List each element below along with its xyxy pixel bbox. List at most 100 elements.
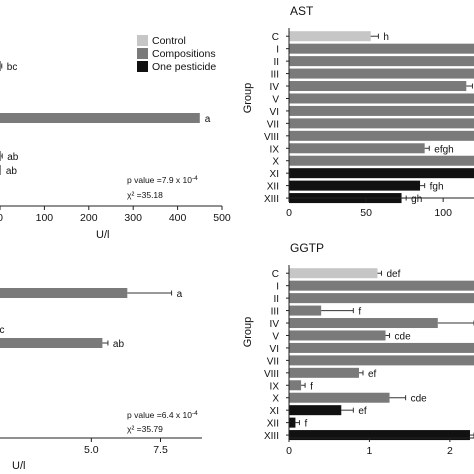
y-axis-label: Group (242, 317, 254, 348)
significance-letter: h (383, 32, 389, 43)
bar (289, 268, 378, 279)
significance-letter: efgh (434, 144, 453, 155)
legend: Control Compositions One pesticide (137, 35, 216, 73)
category-label: III (271, 307, 279, 318)
bar (289, 330, 386, 341)
bar (289, 380, 302, 391)
panel-br: defCIIIfIIIIVcdeVVIVIIefVIIIfIXcdeXefXIf… (242, 241, 474, 457)
bar (289, 280, 474, 291)
bar (289, 81, 467, 92)
panel-bl: defabcabcabefccdecd5.07.5U/lp value =6.4… (0, 288, 202, 472)
x-tick-label: 100 (36, 212, 54, 224)
category-label: II (273, 294, 279, 305)
bar (0, 165, 1, 175)
significance-letter: cde (395, 331, 412, 342)
significance-letter: ef (358, 406, 367, 417)
category-label: VI (270, 344, 279, 355)
bar (0, 338, 103, 348)
pvalue-exponent: -4 (192, 175, 198, 182)
category-label: III (271, 70, 279, 81)
bar (289, 342, 474, 353)
category-label: XIII (264, 431, 279, 442)
chi-square-annotation: χ² =35.79 (127, 424, 163, 434)
significance-letter: ab (7, 152, 19, 163)
legend-swatch-pesticide (137, 61, 148, 72)
x-tick-label: 200 (80, 212, 98, 224)
category-label: I (276, 45, 279, 56)
category-label: X (272, 394, 279, 405)
legend-label-pesticide: One pesticide (152, 61, 216, 73)
y-axis-label: Group (242, 83, 254, 114)
category-label: VIII (264, 369, 279, 380)
x-tick-label: 0 (286, 207, 292, 219)
chart-panels: bcaabab0100200300400500U/lp value =7.9 x… (0, 4, 474, 472)
bar (289, 318, 438, 329)
category-label: VII (267, 119, 279, 130)
category-label: IV (270, 82, 280, 93)
panel-title: AST (290, 4, 314, 18)
bar (289, 93, 474, 104)
bar (289, 68, 474, 79)
bar (289, 31, 371, 42)
significance-letter: def (387, 269, 401, 280)
category-label: I (276, 282, 279, 293)
bar (289, 105, 474, 116)
category-label: XIII (264, 194, 279, 205)
x-tick-label: 1 (367, 445, 373, 457)
bar (289, 56, 474, 67)
x-axis-label: U/l (96, 229, 109, 241)
bar (0, 288, 128, 298)
bar (0, 61, 1, 71)
bar (0, 151, 1, 161)
significance-letter: abc (0, 325, 5, 336)
x-tick-label: 0 (0, 212, 3, 224)
category-label: VI (270, 107, 279, 118)
significance-letter: bc (7, 62, 18, 73)
category-label: XII (267, 182, 279, 193)
category-label: IV (270, 319, 280, 330)
legend-swatch-control (137, 35, 148, 46)
category-label: V (272, 94, 279, 105)
x-tick-label: 100 (434, 207, 452, 219)
pvalue-annotation: p value =6.4 x 10-4 (127, 410, 198, 420)
bar (289, 305, 322, 316)
legend-label-control: Control (152, 35, 186, 47)
x-tick-label: 500 (213, 212, 231, 224)
x-tick-label: 300 (124, 212, 142, 224)
category-label: X (272, 157, 279, 168)
significance-letter: ab (113, 339, 125, 350)
category-label: XI (270, 169, 279, 180)
pvalue-exponent: -4 (192, 410, 198, 417)
x-tick-label: 400 (169, 212, 187, 224)
panel-tr: hCIIIIIIIVVVIVIIVIIIefghIXXXIfghXIIghXII… (242, 4, 474, 219)
significance-letter: a (205, 114, 211, 125)
significance-letter: gh (411, 194, 422, 205)
x-tick-label: 5.0 (84, 444, 99, 456)
significance-letter: cde (411, 394, 428, 405)
legend-swatch-compositions (137, 48, 148, 59)
category-label: C (272, 269, 279, 280)
significance-letter: ef (368, 369, 377, 380)
panel-title: GGTP (290, 241, 324, 255)
category-label: XII (267, 419, 279, 430)
bar (289, 118, 474, 129)
significance-letter: a (177, 289, 183, 300)
significance-letter: f (358, 307, 361, 318)
category-label: II (273, 57, 279, 68)
category-label: IX (270, 144, 280, 155)
x-tick-label: 0 (286, 445, 292, 457)
significance-letter: f (304, 419, 307, 430)
bar (289, 293, 474, 304)
bar (0, 113, 200, 123)
x-axis-label: U/l (12, 460, 25, 472)
category-label: IX (270, 381, 280, 392)
legend-label-compositions: Compositions (152, 48, 216, 60)
significance-letter: ab (6, 166, 18, 177)
bar (289, 130, 474, 141)
category-label: VIII (264, 132, 279, 143)
bar (289, 430, 470, 441)
x-tick-label: 50 (360, 207, 372, 219)
bar (289, 168, 474, 179)
bar (289, 405, 342, 416)
